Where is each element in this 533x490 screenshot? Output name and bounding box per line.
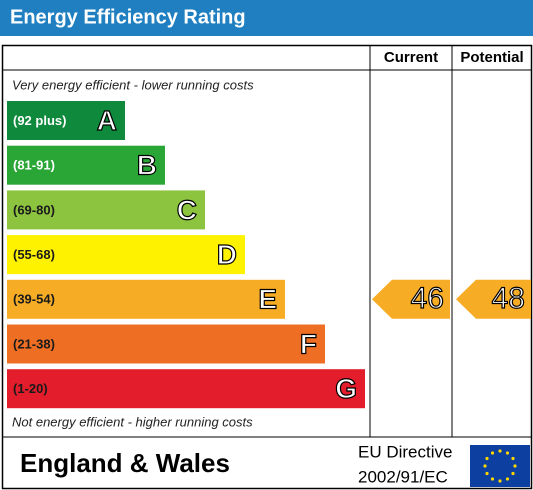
band-letter: C <box>177 194 197 225</box>
directive-line: EU Directive <box>358 442 452 461</box>
band-letter: D <box>217 239 237 270</box>
eu-star <box>511 471 515 476</box>
bottom-note: Not energy efficient - higher running co… <box>12 414 253 429</box>
band-range: (39-54) <box>13 292 55 307</box>
eu-star <box>485 456 489 461</box>
region: England & Wales <box>20 448 230 478</box>
band-range: (69-80) <box>13 202 55 217</box>
band-range: (21-38) <box>13 336 55 351</box>
band-letter: A <box>97 105 117 136</box>
current-header: Current <box>384 49 438 66</box>
potential-header: Potential <box>460 49 523 66</box>
band-letter: F <box>300 328 317 359</box>
directive-line: 2002/91/EC <box>358 467 448 486</box>
band-bar <box>7 101 125 140</box>
band-letter: B <box>137 150 157 181</box>
eu-star <box>498 479 502 483</box>
eu-star <box>490 477 495 481</box>
band-range: (55-68) <box>13 247 55 262</box>
band-range: (81-91) <box>13 158 55 173</box>
band-range: (1-20) <box>13 381 48 396</box>
eu-star <box>513 464 517 468</box>
potential-value: 48 <box>492 282 525 315</box>
band-bar <box>7 145 165 185</box>
title-bar <box>0 0 533 36</box>
eu-star <box>505 451 510 455</box>
eu-star <box>505 477 510 481</box>
top-note: Very energy efficient - lower running co… <box>12 77 254 92</box>
current-value: 46 <box>411 282 444 315</box>
eu-stars <box>483 449 517 483</box>
eu-star <box>485 471 489 476</box>
band-range: (92 plus) <box>13 113 66 128</box>
current-arrow <box>372 279 450 319</box>
eu-star <box>498 449 502 453</box>
potential-arrow <box>456 279 531 319</box>
title: Energy Efficiency Rating <box>10 6 246 28</box>
band-bar <box>7 324 325 364</box>
band-letter: E <box>258 284 277 315</box>
eu-star <box>511 456 515 461</box>
eu-star <box>490 451 495 455</box>
band-bar <box>7 235 245 275</box>
band-bar <box>7 279 285 319</box>
band-bar <box>7 369 365 409</box>
band-letter: G <box>335 373 357 404</box>
table-border <box>1 44 533 490</box>
eu-star <box>483 464 487 468</box>
band-bar <box>7 190 205 230</box>
